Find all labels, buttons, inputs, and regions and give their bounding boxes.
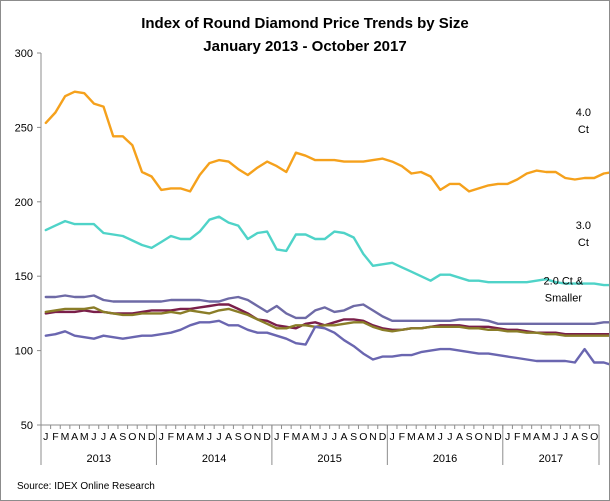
x-month-label: J — [447, 431, 452, 443]
x-month-label: M — [292, 431, 301, 443]
x-month-label: A — [110, 431, 117, 443]
x-month-label: N — [254, 431, 262, 443]
x-month-label: A — [187, 431, 194, 443]
x-month-label: J — [91, 431, 96, 443]
y-tick-label: 250 — [15, 122, 33, 134]
y-tick-label: 50 — [21, 420, 33, 432]
x-month-label: S — [350, 431, 357, 443]
x-month-label: M — [176, 431, 185, 443]
y-tick-label: 300 — [15, 48, 33, 60]
x-year-label: 2016 — [433, 453, 457, 465]
x-month-label: N — [369, 431, 377, 443]
series-annotation-label: Smaller — [545, 292, 583, 304]
x-month-label: M — [195, 431, 204, 443]
series-annotation-label: Ct — [578, 237, 589, 249]
y-tick-label: 150 — [15, 271, 33, 283]
x-month-label: A — [225, 431, 232, 443]
x-month-label: F — [52, 431, 58, 443]
x-year-label: 2014 — [202, 453, 226, 465]
series-line-light-purple — [44, 319, 609, 366]
x-month-label: S — [235, 431, 242, 443]
series-annotation-label: 2.0 Ct & — [544, 275, 584, 287]
x-month-label: F — [399, 431, 405, 443]
x-month-label: D — [494, 431, 502, 443]
series-line-olive — [44, 306, 609, 337]
x-month-label: O — [359, 431, 367, 443]
series-lines — [44, 90, 609, 366]
x-month-label: F — [283, 431, 289, 443]
x-month-label: J — [563, 431, 568, 443]
x-year-label: 2013 — [86, 453, 110, 465]
x-month-label: A — [533, 431, 540, 443]
x-month-label: A — [341, 431, 348, 443]
x-month-label: O — [475, 431, 483, 443]
x-year-label: 2017 — [539, 453, 563, 465]
x-month-label: J — [553, 431, 558, 443]
x-year-label: 2015 — [317, 453, 341, 465]
series-line-2-0-ct-smaller — [44, 294, 609, 325]
x-month-label: O — [128, 431, 136, 443]
series-annotation-label: Ct — [578, 124, 589, 136]
series-annotation-label: 4.0 — [576, 107, 591, 119]
x-month-label: N — [485, 431, 493, 443]
x-month-label: J — [43, 431, 48, 443]
source-note: Source: IDEX Online Research — [17, 481, 155, 492]
x-month-label: O — [244, 431, 252, 443]
x-month-label: M — [407, 431, 416, 443]
series-line-purple — [44, 303, 609, 336]
x-month-label: M — [522, 431, 531, 443]
x-month-label: S — [581, 431, 588, 443]
x-month-label: J — [216, 431, 221, 443]
x-month-label: J — [438, 431, 443, 443]
x-month-label: J — [159, 431, 164, 443]
chart-title-line-1: Index of Round Diamond Price Trends by S… — [141, 15, 469, 32]
x-month-label: A — [418, 431, 425, 443]
x-month-label: M — [80, 431, 89, 443]
x-month-label: A — [571, 431, 578, 443]
x-month-label: A — [71, 431, 78, 443]
x-month-label: F — [168, 431, 174, 443]
x-month-label: D — [263, 431, 271, 443]
series-line-4-0-ct — [44, 90, 609, 193]
x-month-label: D — [379, 431, 387, 443]
x-month-label: A — [456, 431, 463, 443]
x-month-label: J — [101, 431, 106, 443]
x-month-label: S — [466, 431, 473, 443]
x-month-label: S — [119, 431, 126, 443]
x-month-label: F — [514, 431, 520, 443]
chart-title-line-2: January 2013 - October 2017 — [203, 38, 406, 55]
series-annotation-label: 3.0 — [576, 220, 591, 232]
x-month-label: M — [426, 431, 435, 443]
x-month-label: J — [207, 431, 212, 443]
x-month-label: N — [138, 431, 146, 443]
series-line-3-0-ct — [44, 215, 609, 287]
y-tick-label: 100 — [15, 346, 33, 358]
y-axis-ticks: 50 100 150 200 250 300 — [15, 48, 41, 432]
x-month-label: M — [542, 431, 551, 443]
series-annotations: 4.0 Ct 3.0 Ct 2.0 Ct & Smaller — [544, 107, 592, 304]
x-month-label: M — [61, 431, 70, 443]
x-month-label: J — [274, 431, 279, 443]
y-tick-label: 200 — [15, 197, 33, 209]
x-month-label: A — [302, 431, 309, 443]
x-month-label: M — [311, 431, 320, 443]
x-month-label: J — [322, 431, 327, 443]
x-month-label: J — [505, 431, 510, 443]
x-month-label: J — [332, 431, 337, 443]
x-month-label: O — [590, 431, 598, 443]
x-month-label: D — [148, 431, 156, 443]
x-month-label: J — [390, 431, 395, 443]
